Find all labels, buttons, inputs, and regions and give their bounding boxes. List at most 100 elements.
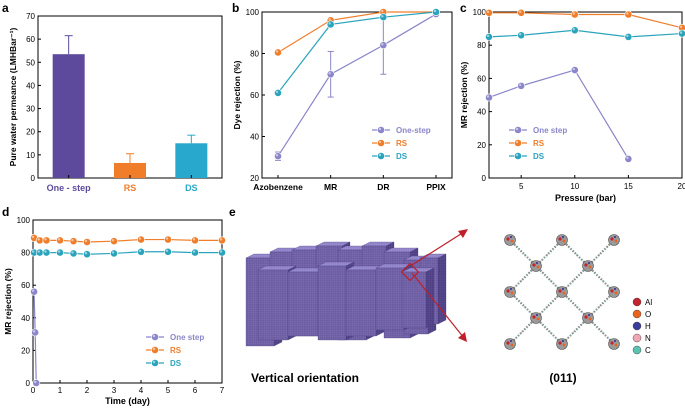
y-tick-label: 40: [26, 81, 35, 90]
legend-marker: [151, 346, 159, 354]
data-point: [42, 248, 51, 257]
data-point-highlight: [572, 28, 575, 31]
caption-vertical-orientation: Vertical orientation: [251, 371, 359, 385]
y-tick-label: 100: [17, 216, 31, 225]
data-point-highlight: [37, 250, 40, 253]
data-point: [137, 247, 145, 256]
data-point-highlight: [679, 31, 683, 34]
data-point-highlight: [626, 156, 629, 160]
data-point-highlight: [44, 250, 47, 253]
lattice-linker: [561, 265, 589, 293]
lattice-atom-al: [610, 289, 614, 293]
lattice-atom-al: [558, 289, 562, 293]
lattice-atom-o: [614, 239, 618, 243]
legend-marker-highlight: [378, 153, 382, 157]
chart-c-pressure: 0 20 40 60 80 100 MR rejection (%) 5 10 15 20 Press…: [459, 8, 685, 203]
data-point: [110, 249, 118, 258]
lattice-linker: [587, 239, 615, 267]
crystal-front-face: [401, 271, 427, 329]
y-tick-label: 50: [26, 58, 35, 67]
data-point: [32, 379, 41, 387]
data-point-highlight: [57, 238, 61, 241]
y-axis-title: MR rejection (%): [459, 62, 469, 129]
x-tick-label: 15: [624, 182, 633, 191]
legend-marker: [514, 152, 522, 160]
x-tick-label: 4: [139, 386, 144, 395]
lattice-atom-o: [536, 265, 540, 269]
y-tick-label: 0: [31, 174, 36, 183]
legend-marker: [151, 359, 159, 367]
data-point: [274, 48, 282, 57]
molecular-lattice-011: [504, 234, 620, 350]
data-point-highlight: [31, 289, 35, 292]
data-point: [274, 89, 282, 97]
crystal-block-illustration: [245, 241, 447, 347]
data-point: [69, 249, 78, 258]
lattice-atom-o: [562, 343, 566, 347]
lattice-linker: [535, 291, 563, 319]
data-point-highlight: [572, 12, 575, 15]
lattice-node: [608, 286, 620, 298]
caption-011: (011): [549, 371, 576, 385]
lattice-atom-o: [510, 239, 514, 243]
lattice-atom-al: [610, 237, 614, 241]
data-point-highlight: [138, 237, 142, 240]
data-point: [517, 81, 526, 90]
y-tick-label: 0: [26, 379, 31, 388]
legend-marker-highlight: [515, 127, 519, 131]
lattice-node: [530, 260, 542, 272]
lattice-atom-h: [613, 339, 617, 343]
atom-swatch-o: [632, 309, 642, 319]
x-tick-label: 5: [519, 182, 524, 191]
atom-label-o: O: [645, 310, 651, 319]
data-point-highlight: [433, 9, 437, 13]
data-point: [326, 20, 335, 29]
lattice-atom-o: [510, 291, 514, 295]
data-point: [570, 26, 579, 35]
lattice-atom-h: [535, 313, 539, 317]
lattice-node: [582, 260, 594, 272]
series-line: [488, 69, 629, 160]
legend-label: One step: [533, 126, 567, 135]
data-point-highlight: [381, 43, 384, 46]
data-point-highlight: [275, 90, 279, 94]
y-tick-label: 0: [482, 174, 487, 183]
data-point-highlight: [57, 250, 61, 253]
data-point-highlight: [37, 238, 40, 241]
data-point-highlight: [71, 238, 74, 242]
x-tick-label: 2: [85, 386, 90, 395]
lattice-atom-o: [562, 239, 566, 243]
data-point-highlight: [84, 239, 88, 243]
data-point: [624, 33, 633, 41]
legend-marker: [514, 139, 522, 147]
data-point-highlight: [381, 9, 384, 13]
legend-marker-highlight: [515, 140, 519, 144]
atom-label-n: N: [645, 334, 651, 343]
lattice-atom-o: [588, 265, 592, 269]
data-point-highlight: [328, 18, 331, 21]
data-point-highlight: [626, 34, 629, 38]
lattice-linker: [509, 291, 537, 319]
lattice-node: [556, 234, 568, 246]
data-point: [35, 236, 44, 245]
data-point: [570, 10, 579, 19]
data-point-highlight: [572, 67, 575, 71]
atom-label-al: Al: [645, 298, 652, 307]
data-point-highlight: [518, 10, 522, 14]
chart-b-dye-rejection: 20 40 60 80 100 Dye rejection (%) Azobenzene MR…: [232, 8, 453, 192]
bar-rs: [114, 162, 146, 178]
legend-marker: [377, 152, 385, 160]
legend-marker-highlight: [152, 334, 156, 338]
legend-marker-highlight: [152, 360, 156, 364]
data-point-highlight: [328, 22, 331, 25]
lattice-atom-h: [587, 313, 591, 317]
lattice-linker: [587, 291, 615, 319]
legend-marker-highlight: [515, 153, 519, 157]
legend-marker-highlight: [378, 140, 382, 144]
data-point: [624, 10, 633, 19]
x-axis-title: Time (day): [105, 396, 150, 406]
y-tick-label: 60: [250, 91, 259, 100]
chart-d-time: 0 20 40 60 80 100 MR rejection (%) 0 1 2 3 4 5 6 7 Time…: [3, 216, 226, 406]
series-line-one-step: [277, 13, 437, 157]
lattice-atom-o: [510, 343, 514, 347]
